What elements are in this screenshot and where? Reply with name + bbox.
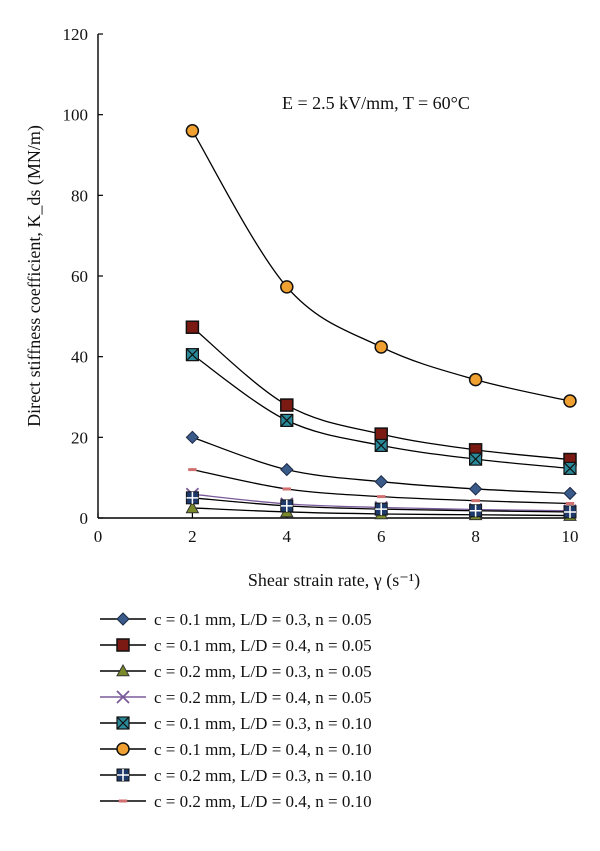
data-point-s1-5 — [563, 486, 577, 501]
data-point-s1-1 — [185, 430, 200, 445]
chart-annotation: E = 2.5 kV/mm, T = 60°C — [282, 93, 470, 113]
y-tick-label: 40 — [71, 348, 88, 367]
data-point-s3-1 — [185, 500, 200, 514]
data-point-s7-3 — [374, 502, 388, 516]
legend-item: c = 0.2 mm, L/D = 0.3, n = 0.05 — [100, 662, 372, 681]
legend: c = 0.1 mm, L/D = 0.3, n = 0.05 c = 0.1 m… — [100, 610, 372, 811]
legend-label: c = 0.2 mm, L/D = 0.4, n = 0.05 — [154, 688, 372, 707]
data-point-s8-1 — [188, 468, 197, 472]
data-point-s7-2 — [280, 499, 294, 513]
y-tick-label: 20 — [71, 428, 88, 447]
legend-label: c = 0.2 mm, L/D = 0.3, n = 0.05 — [154, 662, 372, 681]
data-point-s6-3 — [374, 340, 388, 354]
x-tick-label: 2 — [188, 527, 197, 546]
data-point-s8-3 — [377, 495, 386, 499]
legend-label: c = 0.1 mm, L/D = 0.3, n = 0.10 — [154, 714, 372, 733]
data-point-s1-3 — [374, 474, 388, 489]
y-tick-label: 0 — [80, 509, 89, 528]
legend-item: c = 0.1 mm, L/D = 0.4, n = 0.05 — [100, 636, 372, 655]
data-point-s6-2 — [280, 280, 294, 294]
legend-marker — [116, 690, 130, 704]
data-point-s7-5 — [563, 505, 577, 519]
legend-marker — [116, 638, 130, 652]
x-tick-label: 6 — [377, 527, 386, 546]
data-point-s7-4 — [469, 504, 483, 518]
data-point-s6-5 — [563, 394, 577, 408]
x-tick-label: 10 — [562, 527, 579, 546]
legend-label: c = 0.1 mm, L/D = 0.4, n = 0.10 — [154, 740, 372, 759]
series-line-6 — [191, 130, 571, 402]
legend-label: c = 0.1 mm, L/D = 0.3, n = 0.05 — [154, 610, 372, 629]
x-tick-label: 8 — [471, 527, 480, 546]
series-lines — [191, 130, 571, 517]
legend-item: c = 0.2 mm, L/D = 0.3, n = 0.10 — [100, 766, 372, 785]
y-tick-label: 120 — [63, 25, 89, 44]
data-point-s2-3 — [374, 427, 388, 441]
y-tick-label: 60 — [71, 267, 88, 286]
legend-item: c = 0.1 mm, L/D = 0.3, n = 0.05 — [100, 610, 372, 629]
data-point-s6-4 — [468, 372, 483, 387]
x-axis-title: Shear strain rate, γ (s⁻¹) — [248, 570, 420, 591]
data-point-s2-1 — [185, 320, 200, 334]
legend-marker — [118, 799, 128, 803]
y-axis-title: Direct stiffness coefficient, K_ds (MN/m… — [24, 125, 45, 427]
legend-label: c = 0.2 mm, L/D = 0.3, n = 0.10 — [154, 766, 372, 785]
y-tick-label: 80 — [71, 186, 88, 205]
legend-label: c = 0.1 mm, L/D = 0.4, n = 0.05 — [154, 636, 372, 655]
legend-marker — [116, 742, 130, 756]
data-point-s5-2 — [280, 413, 294, 427]
data-point-s8-2 — [282, 487, 291, 491]
legend-item: c = 0.2 mm, L/D = 0.4, n = 0.05 — [100, 688, 372, 707]
data-point-s7-1 — [185, 491, 199, 505]
data-point-s2-2 — [280, 398, 294, 412]
data-point-s6-1 — [185, 124, 200, 138]
legend-item: c = 0.1 mm, L/D = 0.4, n = 0.10 — [100, 740, 372, 759]
data-point-s5-4 — [469, 452, 483, 466]
series-markers — [185, 124, 577, 521]
legend-label: c = 0.2 mm, L/D = 0.4, n = 0.10 — [154, 792, 372, 811]
data-point-s1-2 — [280, 462, 294, 477]
x-tick-label: 0 — [94, 527, 103, 546]
data-point-s8-4 — [471, 499, 480, 503]
data-point-s5-5 — [563, 461, 577, 475]
y-tick-label: 100 — [63, 106, 89, 125]
legend-item: c = 0.2 mm, L/D = 0.4, n = 0.10 — [100, 792, 372, 811]
legend-marker — [116, 663, 130, 677]
data-point-s5-3 — [374, 438, 388, 452]
data-point-s5-1 — [185, 348, 199, 362]
x-tick-label: 4 — [283, 527, 292, 546]
legend-marker — [116, 716, 130, 730]
data-point-s1-4 — [468, 482, 483, 496]
legend-marker — [116, 612, 130, 626]
legend-item: c = 0.1 mm, L/D = 0.3, n = 0.10 — [100, 714, 372, 733]
data-point-s8-5 — [565, 501, 575, 505]
legend-marker — [116, 768, 130, 782]
